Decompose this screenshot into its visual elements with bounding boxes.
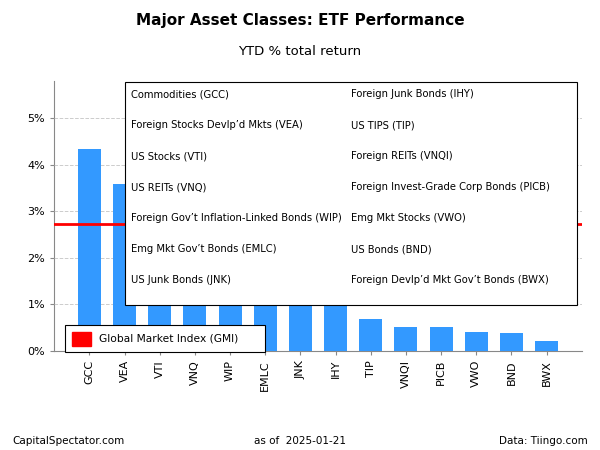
Bar [289,287,312,351]
Text: as of  2025-01-21: as of 2025-01-21 [254,436,346,446]
FancyBboxPatch shape [73,332,91,346]
Text: Foreign Gov’t Inflation-Linked Bonds (WIP): Foreign Gov’t Inflation-Linked Bonds (WI… [131,213,341,223]
FancyBboxPatch shape [125,82,577,305]
Text: US REITs (VNQ): US REITs (VNQ) [131,182,206,192]
Bar [148,199,171,351]
Text: Foreign Devlp’d Mkt Gov’t Bonds (BWX): Foreign Devlp’d Mkt Gov’t Bonds (BWX) [351,275,549,285]
Text: CapitalSpectator.com: CapitalSpectator.com [12,436,124,446]
FancyBboxPatch shape [65,325,265,352]
Bar [218,265,242,351]
Text: Major Asset Classes: ETF Performance: Major Asset Classes: ETF Performance [136,14,464,28]
Text: Emg Mkt Gov’t Bonds (EMLC): Emg Mkt Gov’t Bonds (EMLC) [131,244,276,254]
Text: Global Market Index (GMI): Global Market Index (GMI) [99,334,238,344]
Bar [113,184,136,351]
Bar [500,333,523,351]
Bar [465,333,488,351]
Bar [394,327,418,351]
Text: US Stocks (VTI): US Stocks (VTI) [131,151,206,161]
Text: Emg Mkt Stocks (VWO): Emg Mkt Stocks (VWO) [351,213,466,223]
Bar [78,148,101,351]
Text: Foreign REITs (VNQI): Foreign REITs (VNQI) [351,151,452,161]
Text: Foreign Invest-Grade Corp Bonds (PICB): Foreign Invest-Grade Corp Bonds (PICB) [351,182,550,192]
Text: Foreign Stocks Devlp’d Mkts (VEA): Foreign Stocks Devlp’d Mkts (VEA) [131,120,302,130]
Bar [254,283,277,351]
Text: Data: Tiingo.com: Data: Tiingo.com [499,436,588,446]
Text: Foreign Junk Bonds (IHY): Foreign Junk Bonds (IHY) [351,89,474,99]
Text: US Junk Bonds (JNK): US Junk Bonds (JNK) [131,275,230,285]
Bar [184,231,206,351]
Bar [324,300,347,351]
Bar [359,320,382,351]
Text: YTD % total return: YTD % total return [238,45,362,58]
Bar [430,327,452,351]
Text: US Bonds (BND): US Bonds (BND) [351,244,431,254]
Text: US TIPS (TIP): US TIPS (TIP) [351,120,415,130]
Bar [535,341,558,351]
Text: Commodities (GCC): Commodities (GCC) [131,89,229,99]
